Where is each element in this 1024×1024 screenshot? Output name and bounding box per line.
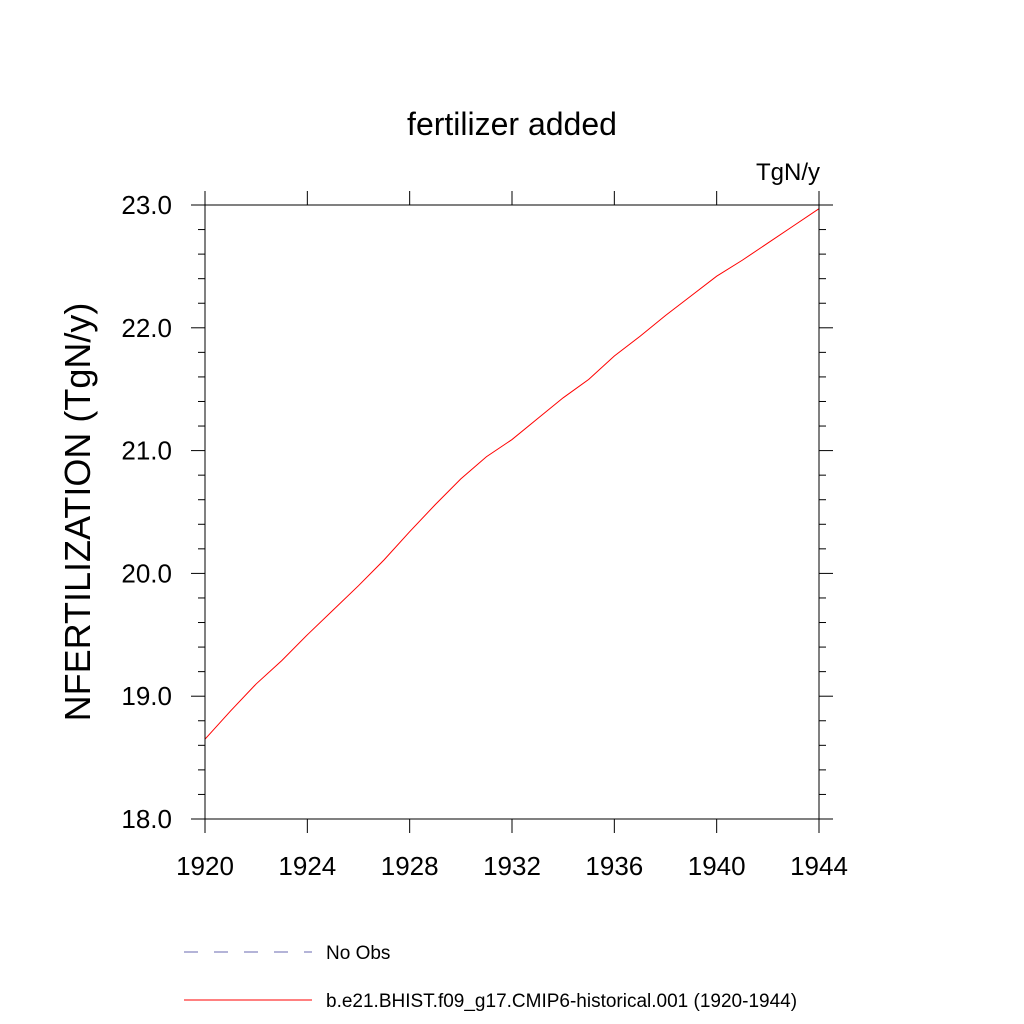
units-label: TgN/y <box>756 159 820 186</box>
x-tick-label: 1940 <box>688 851 746 881</box>
x-tick-label: 1936 <box>585 851 643 881</box>
series-line <box>204 208 820 740</box>
x-tick-label: 1928 <box>381 851 439 881</box>
y-tick-label: 18.0 <box>121 804 172 834</box>
y-tick-label: 23.0 <box>121 190 172 220</box>
series-layer <box>204 208 820 740</box>
y-axis-label: NFERTILIZATION (TgN/y) <box>57 303 98 722</box>
y-tick-label: 20.0 <box>121 558 172 588</box>
chart-title: fertilizer added <box>407 106 617 142</box>
tick-labels: 1920 1924 1928 1932 1936 1940 1944 18.0 19.0 20.0… <box>121 190 848 881</box>
x-tick-label: 1944 <box>790 851 848 881</box>
legend-label: b.e21.BHIST.f09_g17.CMIP6-historical.001… <box>326 991 797 1012</box>
x-tick-label: 1924 <box>278 851 336 881</box>
plot-frame <box>204 204 820 820</box>
x-tick-label: 1920 <box>176 851 234 881</box>
legend: No Obs b.e21.BHIST.f09_g17.CMIP6-historic… <box>184 943 797 1012</box>
y-tick-label: 21.0 <box>121 436 172 466</box>
y-tick-label: 19.0 <box>121 681 172 711</box>
legend-label: No Obs <box>326 943 390 964</box>
y-tick-label: 22.0 <box>121 313 172 343</box>
x-tick-label: 1932 <box>483 851 541 881</box>
axis-ticks <box>191 191 833 833</box>
